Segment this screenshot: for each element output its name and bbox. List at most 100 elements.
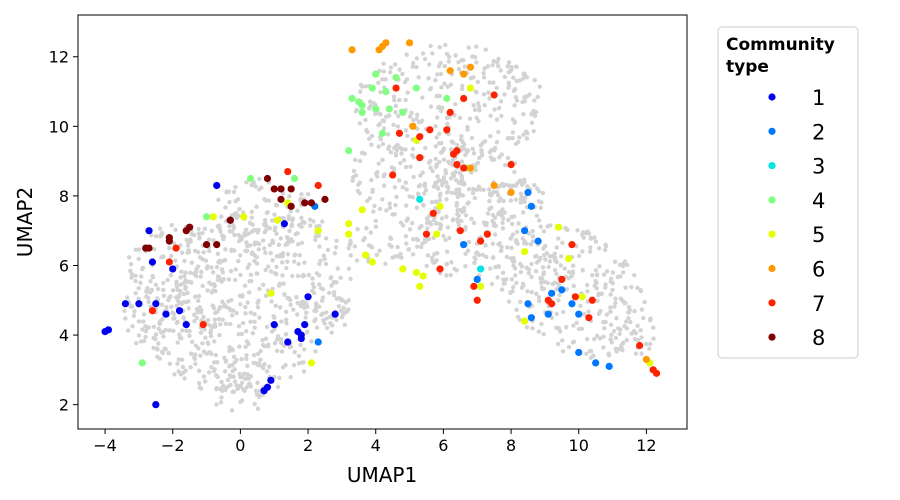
background-point [175,340,180,345]
community-2-point [527,202,535,210]
legend-label-6: 6 [812,258,825,282]
background-point [203,335,208,340]
background-point [223,321,229,326]
background-point [465,248,471,253]
community-5-point [345,220,353,228]
background-point [403,164,409,170]
background-point [348,276,353,282]
background-point [210,303,215,308]
x-tick-label: 8 [506,436,516,455]
background-point [512,103,517,108]
background-point [252,312,257,317]
background-point [239,356,244,362]
background-point [192,356,197,362]
background-point [354,258,360,263]
background-point [393,202,398,208]
background-point [626,310,632,315]
background-point [481,92,487,97]
background-point [445,121,450,127]
background-point [319,312,324,317]
background-point [460,193,466,198]
background-point [217,332,222,338]
background-point [438,226,443,231]
background-point [123,316,128,321]
background-point [295,208,300,213]
background-point [191,232,197,238]
background-point [608,279,614,284]
background-point [431,260,436,265]
community-5-point [368,258,376,266]
background-point [272,315,277,320]
data-points [101,39,661,409]
background-point [503,163,508,168]
background-point [509,245,514,251]
background-point [254,255,260,260]
background-point [171,241,177,246]
background-point [350,178,355,183]
background-point [517,178,523,183]
background-point [280,253,285,259]
background-point [483,243,488,248]
background-point [140,327,145,332]
background-point [603,285,608,290]
background-point [209,228,215,233]
background-point [536,298,542,304]
background-point [580,268,585,273]
background-point [314,325,320,330]
background-point [364,226,369,231]
background-point [518,269,524,275]
background-point [388,236,394,242]
community-4-point [202,213,211,221]
background-point [465,124,470,130]
background-point [324,310,329,315]
community-4-point [385,105,393,113]
background-point [489,205,494,210]
background-point [410,195,416,200]
background-point [257,187,262,192]
background-point [290,273,295,279]
background-point [501,216,506,221]
background-point [584,282,590,288]
background-point [513,64,519,69]
background-point [293,231,298,237]
background-point [461,205,467,211]
background-point [435,93,440,99]
background-point [377,248,382,254]
background-point [368,230,374,235]
background-point [136,256,141,262]
background-point [481,220,487,225]
community-7-point [416,133,424,141]
background-point [440,105,445,111]
background-point [519,194,524,200]
background-point [506,85,511,90]
background-point [444,273,449,278]
background-point [540,265,546,270]
background-point [217,306,222,312]
background-point [295,300,300,306]
background-point [353,173,359,178]
background-point [543,257,548,262]
background-point [498,196,503,201]
background-point [506,183,512,188]
background-point [494,140,500,145]
background-point [492,232,498,237]
background-point [331,292,337,298]
background-point [179,336,184,341]
background-point [272,327,277,332]
background-point [196,231,201,236]
background-point [356,182,361,187]
community-7-point [392,84,400,92]
background-point [148,279,153,284]
background-point [388,65,394,70]
background-point [144,294,149,299]
legend-marker-7 [768,299,776,307]
background-point [437,44,442,50]
community-1-point [270,321,278,329]
background-point [260,238,266,243]
background-point [470,54,475,59]
background-point [229,229,235,234]
background-point [558,263,564,268]
community-2-point [575,310,583,318]
background-point [180,364,186,370]
background-point [496,56,501,62]
